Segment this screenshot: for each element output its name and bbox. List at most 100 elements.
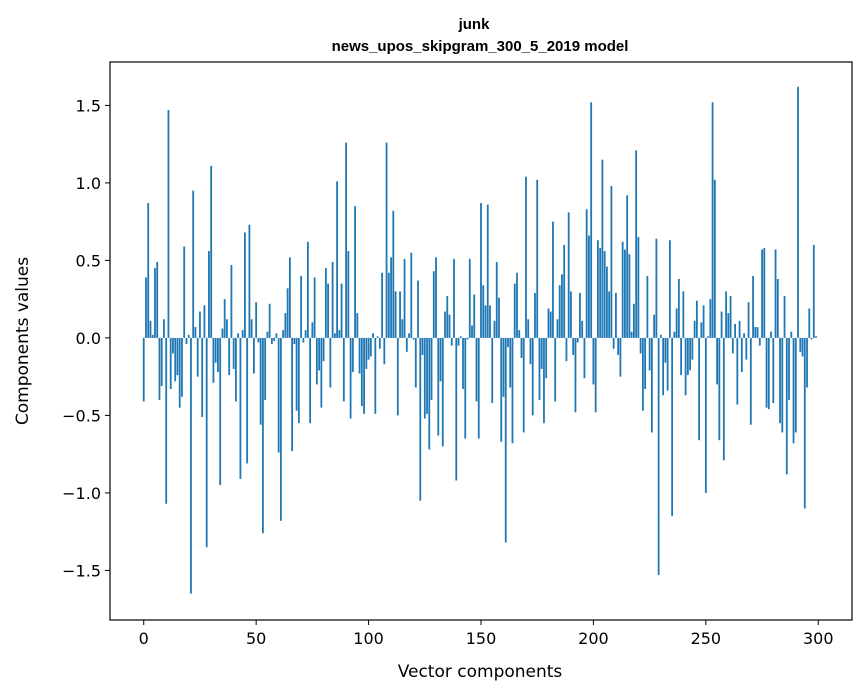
bar (466, 337, 469, 340)
bar (214, 337, 217, 363)
bar (626, 195, 629, 338)
bar (455, 337, 458, 481)
bar (646, 275, 649, 338)
bar (208, 251, 210, 338)
bar (545, 337, 548, 379)
bar (536, 179, 539, 338)
bar (212, 337, 215, 383)
bar (336, 181, 338, 338)
bar (543, 337, 545, 424)
bar (385, 142, 388, 338)
bar (534, 292, 536, 338)
bar (482, 285, 485, 338)
bar (599, 248, 602, 338)
bar (477, 337, 480, 439)
bar (702, 305, 705, 338)
bar (228, 337, 231, 376)
bar (270, 337, 273, 345)
bar (363, 337, 365, 414)
bar (583, 337, 586, 379)
bar (244, 232, 246, 338)
bar (682, 291, 685, 338)
bar (790, 331, 793, 338)
x-tick-label: 250 (691, 629, 722, 648)
bar (686, 337, 689, 376)
bar (196, 337, 199, 377)
y-tick-label: 0.0 (76, 329, 101, 348)
bar (695, 300, 698, 338)
bar (785, 337, 788, 475)
bar (491, 337, 494, 403)
bar (556, 319, 559, 338)
bar (570, 291, 572, 338)
bar (300, 275, 303, 338)
bar (635, 150, 638, 338)
bar (664, 337, 667, 363)
bar (190, 337, 192, 594)
bar (349, 337, 352, 419)
bar (464, 337, 467, 439)
bar (480, 203, 482, 338)
bar (457, 337, 460, 346)
x-tick-label: 100 (353, 629, 384, 648)
bar (309, 337, 312, 424)
bar (761, 249, 763, 338)
bar (390, 257, 392, 338)
bar (403, 258, 406, 338)
bar (468, 258, 471, 338)
bar (689, 337, 692, 371)
bar (473, 294, 476, 338)
plot-area-frame (109, 61, 853, 621)
bar (601, 159, 604, 338)
bar (340, 283, 343, 338)
bar (574, 337, 577, 413)
bar (462, 337, 464, 390)
bar (439, 337, 442, 382)
x-axis-ticks: 0 50 100 150 200 250 300 (139, 620, 834, 648)
bar (531, 337, 534, 416)
bar (410, 252, 413, 338)
bar (806, 337, 808, 388)
bar (576, 337, 579, 343)
bar (585, 209, 588, 338)
bar (167, 110, 170, 338)
bar (444, 311, 446, 338)
bar (275, 333, 278, 338)
bar (268, 303, 271, 338)
bar (516, 272, 518, 338)
bar (374, 337, 377, 414)
bar (729, 296, 732, 338)
bar (511, 337, 514, 444)
bar (606, 266, 608, 338)
bar (592, 337, 595, 385)
bar (558, 285, 561, 338)
bar (509, 337, 512, 388)
bar (774, 249, 777, 338)
bar (235, 337, 237, 402)
bar (396, 337, 399, 416)
bar (612, 337, 615, 349)
bar (700, 322, 703, 338)
bar (783, 296, 786, 338)
bar (277, 337, 280, 453)
bar (801, 337, 804, 357)
bar (426, 337, 428, 414)
bar (354, 206, 356, 338)
bar (792, 337, 795, 444)
y-axis-label: Components values (13, 257, 33, 425)
bar (304, 330, 307, 338)
bar (619, 337, 622, 377)
bar (633, 303, 635, 338)
bar (603, 251, 606, 338)
bar (394, 291, 397, 338)
bar (351, 337, 354, 372)
bar (615, 292, 617, 338)
bar (331, 261, 334, 338)
bar (738, 320, 741, 338)
bar (401, 319, 404, 338)
bar (237, 333, 240, 338)
bar (808, 308, 811, 338)
bar (657, 337, 660, 576)
bar (219, 337, 222, 486)
